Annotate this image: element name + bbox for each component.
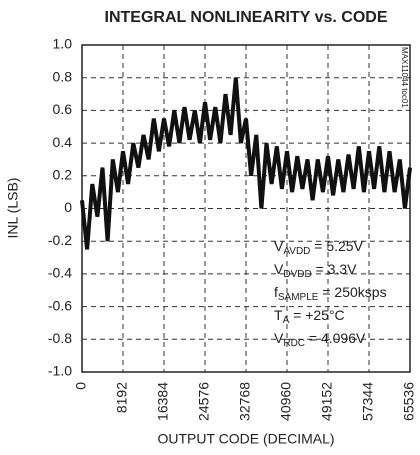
annotation-rest: = 3.3V [312,261,357,277]
annotation-sub: AVDD [283,246,310,257]
x-tick-label: 24576 [196,382,212,421]
x-axis-label: OUTPUT CODE (DECIMAL) [157,431,334,447]
annotation: VDVDD = 3.3V [274,261,357,280]
annotation-rest: = +25°C [289,307,344,323]
annotation-rest: = 250ksps [318,284,386,300]
y-tick-label: 0.2 [53,167,73,183]
annotation-sub: SAMPLE [278,292,319,303]
y-tick-label: 0 [64,199,72,215]
data-line [80,77,412,250]
annotation-main: f [274,284,278,300]
y-tick-label: -0.6 [48,297,72,313]
y-tick-label: -0.2 [48,232,72,248]
annotation: fSAMPLE = 250ksps [274,284,387,303]
y-tick-label: -0.8 [48,330,72,346]
y-tick-label: -1.0 [48,363,72,379]
annotation-rest: = 4.096V [305,330,366,346]
annotation: VAVDD = 5.25V [274,238,364,257]
x-tick-label: 32768 [237,382,253,421]
annotation-main: V [274,330,284,346]
annotation-main: V [274,261,284,277]
annotation-sub: RDC [283,338,305,349]
annotation-sub: DVDD [283,269,311,280]
annotation-main: T [274,307,283,323]
y-tick-label: 0.8 [53,68,73,84]
annotation-sub: A [283,315,290,326]
x-tick-label: 16384 [155,382,171,421]
annotation-main: V [274,238,284,254]
y-tick-label: -0.4 [48,265,72,281]
x-tick-label: 49152 [319,382,335,421]
annotation: TA = +25°C [274,307,345,326]
y-axis-label: INL (LSB) [5,178,21,239]
y-tick-label: 0.6 [53,101,73,117]
x-tick-label: 65536 [401,382,417,421]
x-tick-label: 57344 [360,382,376,421]
x-tick-label: 40960 [278,382,294,421]
chart-title: INTEGRAL NONLINEARITY vs. CODE [105,9,388,26]
y-tick-label: 1.0 [53,36,73,52]
y-tick-label: 0.4 [53,134,73,150]
annotation-rest: = 5.25V [310,238,363,254]
x-tick-label: 0 [73,382,89,390]
x-tick-label: 8192 [114,382,130,413]
side-note: MAX11044 toc01 [400,47,409,108]
annotation: VRDC = 4.096V [274,330,366,349]
